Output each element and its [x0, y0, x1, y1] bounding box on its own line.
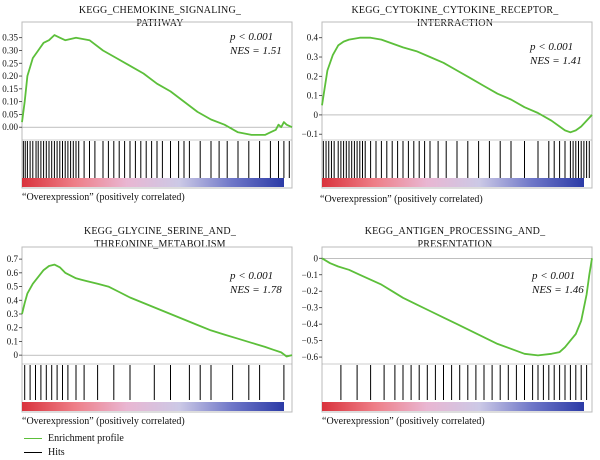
rank-gradient-bar — [322, 178, 584, 187]
y-tick-label: 0.05 — [2, 109, 18, 119]
y-tick-label: 0.35 — [2, 33, 18, 43]
stats: p < 0.001 NES = 1.78 — [230, 269, 282, 297]
panel-cytokine: KEGG_CYTOKINE_CYTOKINE_RECEPTOR_ INTERRA… — [300, 0, 600, 222]
chart-plot: −0.1 0 0.1 0.2 0.3 0.4 — [302, 21, 593, 189]
legend-label: Enrichment profile — [48, 433, 124, 444]
footer-label: “Overexpression” (positively correlated) — [22, 416, 185, 427]
y-tick-label: 0.00 — [2, 122, 18, 132]
rank-gradient-bar — [22, 402, 284, 411]
footer-label: “Overexpression” (positively correlated) — [320, 194, 483, 205]
y-tick-label: 0.4 — [7, 295, 19, 305]
p-value: p < 0.001 — [230, 270, 274, 282]
y-tick-label: 0.6 — [7, 268, 19, 278]
y-tick-label: −0.2 — [302, 286, 318, 296]
y-tick-label: −0.4 — [302, 319, 319, 329]
y-tick-label: 0.3 — [7, 309, 19, 319]
footer-label: “Overexpression” (positively correlated) — [22, 192, 185, 203]
y-tick-label: 0 — [314, 253, 319, 263]
panel-chemokine: KEGG_CHEMOKINE_SIGNALING_ PATHWAY 0.00 0.… — [0, 0, 300, 222]
y-tick-label: 0.2 — [307, 71, 318, 81]
y-tick-label: −0.1 — [302, 129, 318, 139]
panel-title: KEGG_GLYCINE_SERINE_AND_ THREONINE_METAB… — [83, 226, 237, 250]
enrichment-curve — [21, 34, 293, 136]
enrichment-curve — [321, 36, 593, 134]
panel-glycine: KEGG_GLYCINE_SERINE_AND_ THREONINE_METAB… — [0, 222, 300, 434]
nes-value: NES = 1.46 — [532, 284, 584, 296]
y-tick-label: 0.4 — [307, 33, 319, 43]
rank-gradient-bar — [322, 402, 584, 411]
nes-value: NES = 1.51 — [230, 45, 282, 57]
stats: p < 0.001 NES = 1.41 — [530, 40, 582, 68]
p-value: p < 0.001 — [532, 270, 576, 282]
chart-plot: 0 0.1 0.2 0.3 0.4 0.5 0.6 0.7 — [7, 246, 293, 413]
y-tick-label: 0.7 — [7, 254, 19, 264]
stats: p < 0.001 NES = 1.51 — [230, 30, 282, 58]
panel-title: KEGG_CHEMOKINE_SIGNALING_ PATHWAY — [78, 5, 242, 29]
enrichment-curve — [21, 263, 293, 358]
y-tick-label: 0.20 — [2, 71, 18, 81]
y-tick-label: 0.5 — [7, 282, 19, 292]
chart-plot: 0 −0.1 −0.2 −0.3 −0.4 −0.5 −0.6 — [302, 246, 593, 413]
y-tick-label: −0.5 — [302, 336, 319, 346]
panel-antigen: KEGG_ANTIGEN_PROCESSING_AND_ PRESENTATIO… — [300, 222, 600, 434]
y-tick-label: 0.30 — [2, 45, 18, 55]
p-value: p < 0.001 — [230, 31, 274, 43]
plot-frame — [21, 246, 293, 413]
p-value: p < 0.001 — [530, 41, 574, 53]
y-tick-label: −0.3 — [302, 303, 319, 313]
rank-gradient-bar — [22, 178, 284, 187]
legend-swatch-green — [24, 438, 42, 439]
y-tick-label: 0.10 — [2, 97, 18, 107]
plot-frame — [21, 21, 293, 189]
legend-hits: Hits — [24, 447, 65, 458]
y-tick-label: 0.2 — [7, 323, 18, 333]
y-tick-label: 0 — [314, 110, 319, 120]
nes-value: NES = 1.78 — [230, 284, 282, 296]
panel-title: KEGG_ANTIGEN_PROCESSING_AND_ PRESENTATIO… — [364, 226, 546, 250]
chart-plot: 0.00 0.05 0.10 0.15 0.20 0.25 0.30 0.35 — [2, 21, 293, 189]
y-tick-label: −0.1 — [302, 270, 318, 280]
legend-swatch-black — [24, 452, 42, 453]
y-tick-label: 0.1 — [307, 91, 318, 101]
y-tick-label: 0.15 — [2, 84, 18, 94]
y-tick-label: 0 — [14, 350, 19, 360]
y-tick-label: 0.1 — [7, 336, 18, 346]
y-tick-label: 0.3 — [307, 52, 319, 62]
y-tick-label: 0.25 — [2, 58, 18, 68]
enrichment-curve — [321, 257, 593, 357]
plot-frame — [321, 246, 593, 413]
y-tick-label: −0.6 — [302, 352, 319, 362]
nes-value: NES = 1.41 — [530, 55, 582, 67]
footer-label: “Overexpression” (positively correlated) — [322, 416, 485, 427]
stats: p < 0.001 NES = 1.46 — [532, 269, 584, 297]
legend-enrichment: Enrichment profile — [24, 433, 124, 444]
panel-title: KEGG_CYTOKINE_CYTOKINE_RECEPTOR_ INTERRA… — [351, 5, 559, 29]
legend-label: Hits — [48, 447, 65, 458]
